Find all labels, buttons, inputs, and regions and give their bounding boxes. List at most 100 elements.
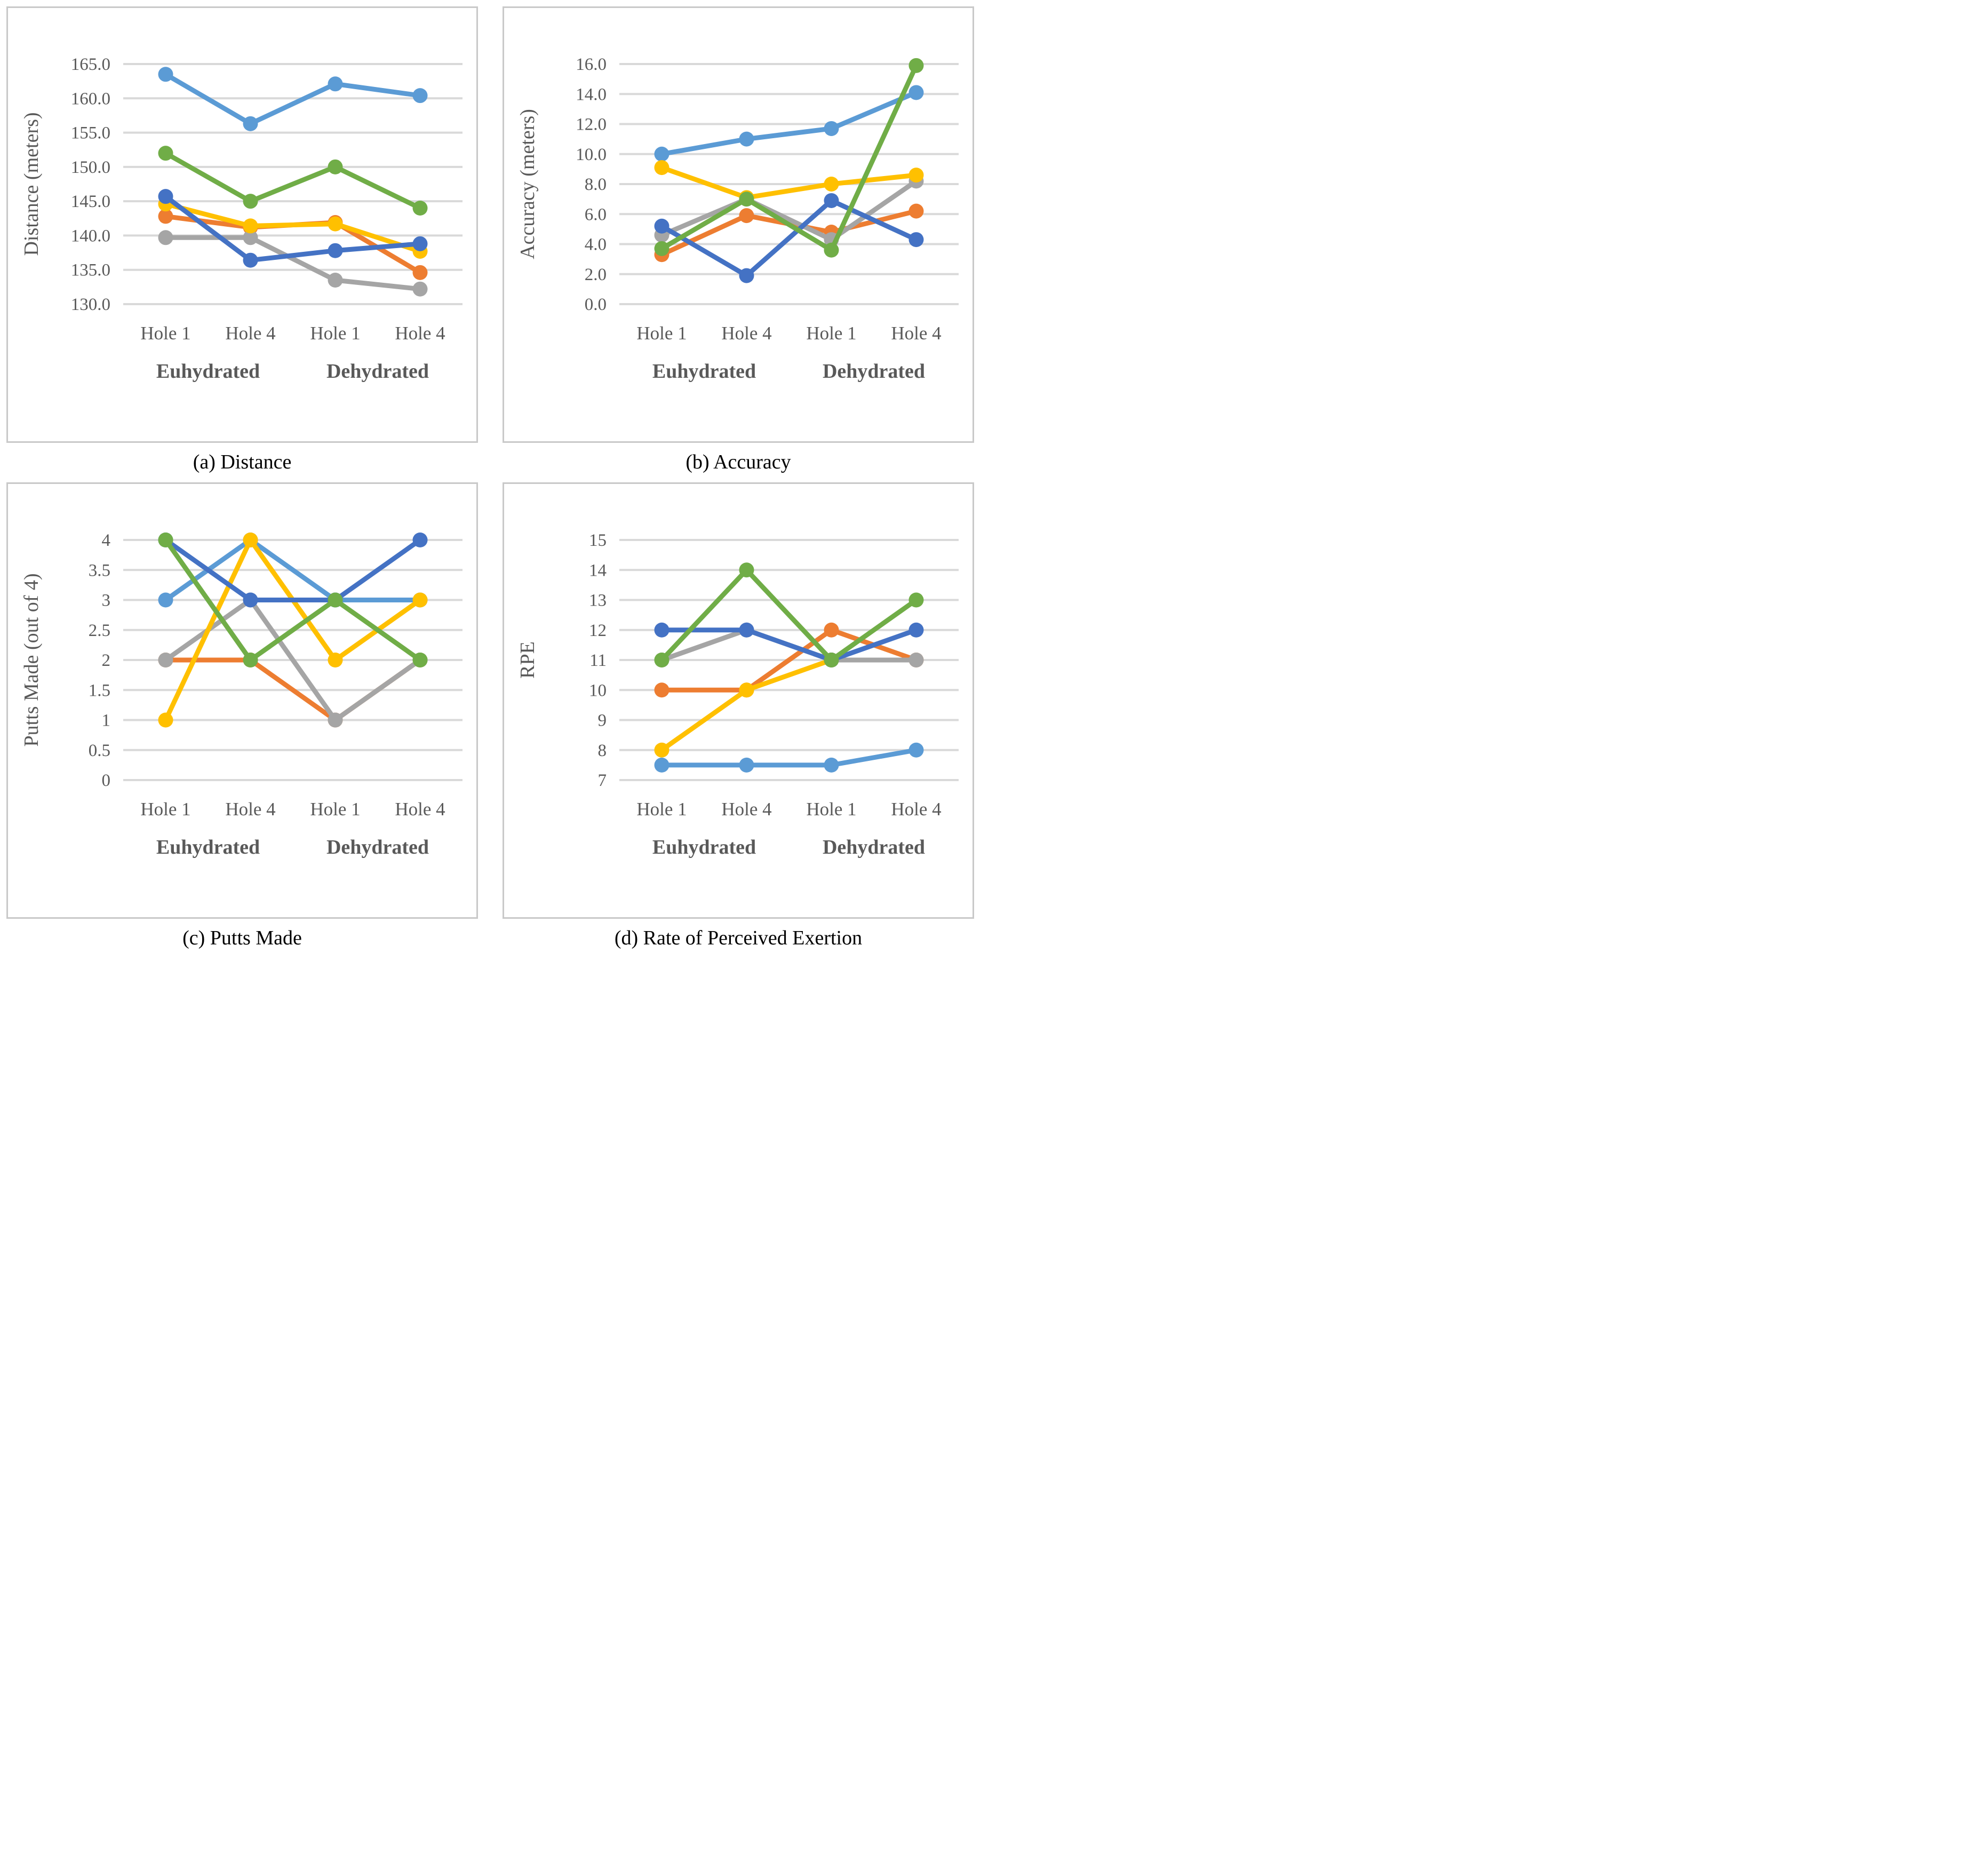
panel-d-cell: 15 14 13 12 11 10 9 8 7 RPE Hole 1 Hole 4 Hole 1 Hole… (503, 482, 974, 955)
y-axis-title: RPE (516, 641, 539, 679)
series-line-dark_blue (829, 627, 919, 663)
data-point-light_blue (739, 757, 754, 773)
panel-b-cell: 16.0 14.0 12.0 10.0 8.0 6.0 4.0 2.0 0.0 Accuracy … (503, 6, 974, 479)
x-category-label: Hole 4 (891, 799, 941, 820)
data-point-yellow (243, 532, 258, 547)
data-point-light_blue (158, 67, 173, 82)
data-point-yellow (412, 592, 428, 608)
series-line-dark_blue (333, 537, 423, 602)
series-line-dark_blue (333, 241, 423, 253)
series-line-light_blue (333, 81, 423, 98)
y-tick-label: 12 (589, 621, 607, 640)
data-point-green (654, 241, 669, 256)
data-point-green (412, 201, 428, 216)
data-point-gray (328, 273, 343, 288)
series-line-light_blue (829, 748, 919, 768)
y-tick-label: 10.0 (576, 145, 607, 164)
panel-c-cell: 4 3.5 3 2.5 2 1.5 1 0.5 0 Putts Made (out of 4) Ho… (6, 482, 478, 955)
caption-c: (c) Putts Made (182, 927, 302, 949)
data-point-green (158, 146, 173, 161)
y-tick-label: 2.5 (89, 621, 110, 640)
data-point-gray (158, 230, 173, 245)
series-line-gray (659, 627, 749, 663)
y-tick-label: 3.5 (89, 561, 110, 580)
data-point-yellow (328, 653, 343, 667)
series-line-dark_blue (248, 248, 338, 263)
y-tick-label: 1 (102, 711, 111, 730)
data-point-light_blue (824, 757, 839, 773)
data-point-dark_blue (412, 236, 428, 251)
data-point-green (908, 592, 924, 608)
data-point-dark_blue (654, 218, 669, 234)
x-category-label: Hole 1 (636, 323, 687, 344)
data-point-gray (158, 653, 173, 667)
y-tick-label: 14 (589, 561, 607, 580)
series-line-dark_blue (163, 537, 253, 602)
data-point-yellow (243, 218, 258, 234)
data-point-light_blue (654, 146, 669, 162)
series-line-green (333, 598, 423, 663)
series-line-dark_blue (744, 198, 834, 279)
y-tick-label: 160.0 (71, 89, 110, 108)
data-point-yellow (908, 168, 924, 183)
data-point-orange (412, 265, 428, 280)
data-point-green (739, 192, 754, 207)
data-point-green (824, 242, 839, 258)
panel-b: 16.0 14.0 12.0 10.0 8.0 6.0 4.0 2.0 0.0 Accuracy … (503, 6, 974, 443)
y-tick-label: 6.0 (585, 205, 607, 224)
series-line-yellow (744, 657, 834, 693)
series-line-green (744, 567, 834, 663)
y-tick-label: 0.5 (89, 741, 110, 760)
data-point-light_blue (158, 592, 173, 608)
series-line-gray (333, 657, 423, 722)
data-point-light_blue (908, 85, 924, 100)
y-tick-label: 4 (102, 531, 111, 550)
data-point-light_blue (243, 116, 258, 131)
x-category-label: Hole 1 (140, 799, 190, 820)
data-point-yellow (654, 742, 669, 758)
series-line-gray (248, 598, 338, 722)
y-tick-label: 0 (102, 771, 111, 790)
series-line-green (744, 196, 834, 253)
y-tick-label: 165.0 (71, 55, 110, 74)
panel-a: 165.0 160.0 155.0 150.0 145.0 140.0 135.0 130.0… (6, 6, 478, 443)
y-tick-label: 16.0 (576, 55, 607, 74)
data-point-light_blue (739, 131, 754, 147)
data-point-gray (908, 653, 924, 667)
data-point-orange (158, 209, 173, 224)
panel-a-cell: 165.0 160.0 155.0 150.0 145.0 140.0 135.0 130.0… (6, 6, 478, 479)
panel-d: 15 14 13 12 11 10 9 8 7 RPE Hole 1 Hole 4 Hole 1 Hole… (503, 482, 974, 919)
caption-d: (d) Rate of Perceived Exertion (614, 927, 863, 949)
data-point-green (158, 532, 173, 547)
data-point-green (739, 562, 754, 578)
data-point-light_blue (412, 88, 428, 104)
series-line-dark_blue (744, 627, 834, 663)
series-line-gray (333, 277, 423, 292)
rpe-line-chart: 15 14 13 12 11 10 9 8 7 RPE Hole 1 Hole 4 Hole 1 Hole… (516, 531, 959, 858)
series-line-yellow (659, 687, 749, 753)
x-category-label: Hole 4 (225, 799, 275, 820)
x-category-label: Hole 4 (225, 323, 275, 344)
y-axis-title: Putts Made (out of 4) (20, 573, 43, 746)
data-point-light_blue (908, 742, 924, 758)
y-tick-label: 3 (102, 591, 111, 610)
y-tick-label: 14.0 (576, 85, 607, 104)
x-category-label: Hole 1 (806, 323, 856, 344)
series-line-orange (163, 213, 253, 230)
y-tick-label: 150.0 (71, 158, 110, 177)
x-category-label: Hole 4 (395, 799, 445, 820)
y-tick-label: 0.0 (585, 295, 607, 314)
data-point-dark_blue (158, 189, 173, 204)
data-point-yellow (739, 682, 754, 698)
series-line-green (659, 196, 749, 251)
data-point-dark_blue (908, 232, 924, 248)
putts-made-line-chart: 4 3.5 3 2.5 2 1.5 1 0.5 0 Putts Made (out of 4) Ho… (20, 531, 463, 858)
data-point-orange (654, 682, 669, 698)
series-line-light_blue (248, 81, 338, 126)
data-point-green (328, 159, 343, 174)
condition-group-label: Dehydrated (326, 360, 429, 383)
distance-line-chart: 165.0 160.0 155.0 150.0 145.0 140.0 135.0 130.0… (20, 55, 463, 383)
accuracy-line-chart: 16.0 14.0 12.0 10.0 8.0 6.0 4.0 2.0 0.0 Accuracy … (516, 55, 959, 383)
x-category-label: Hole 4 (721, 799, 771, 820)
y-tick-label: 12.0 (576, 115, 607, 134)
